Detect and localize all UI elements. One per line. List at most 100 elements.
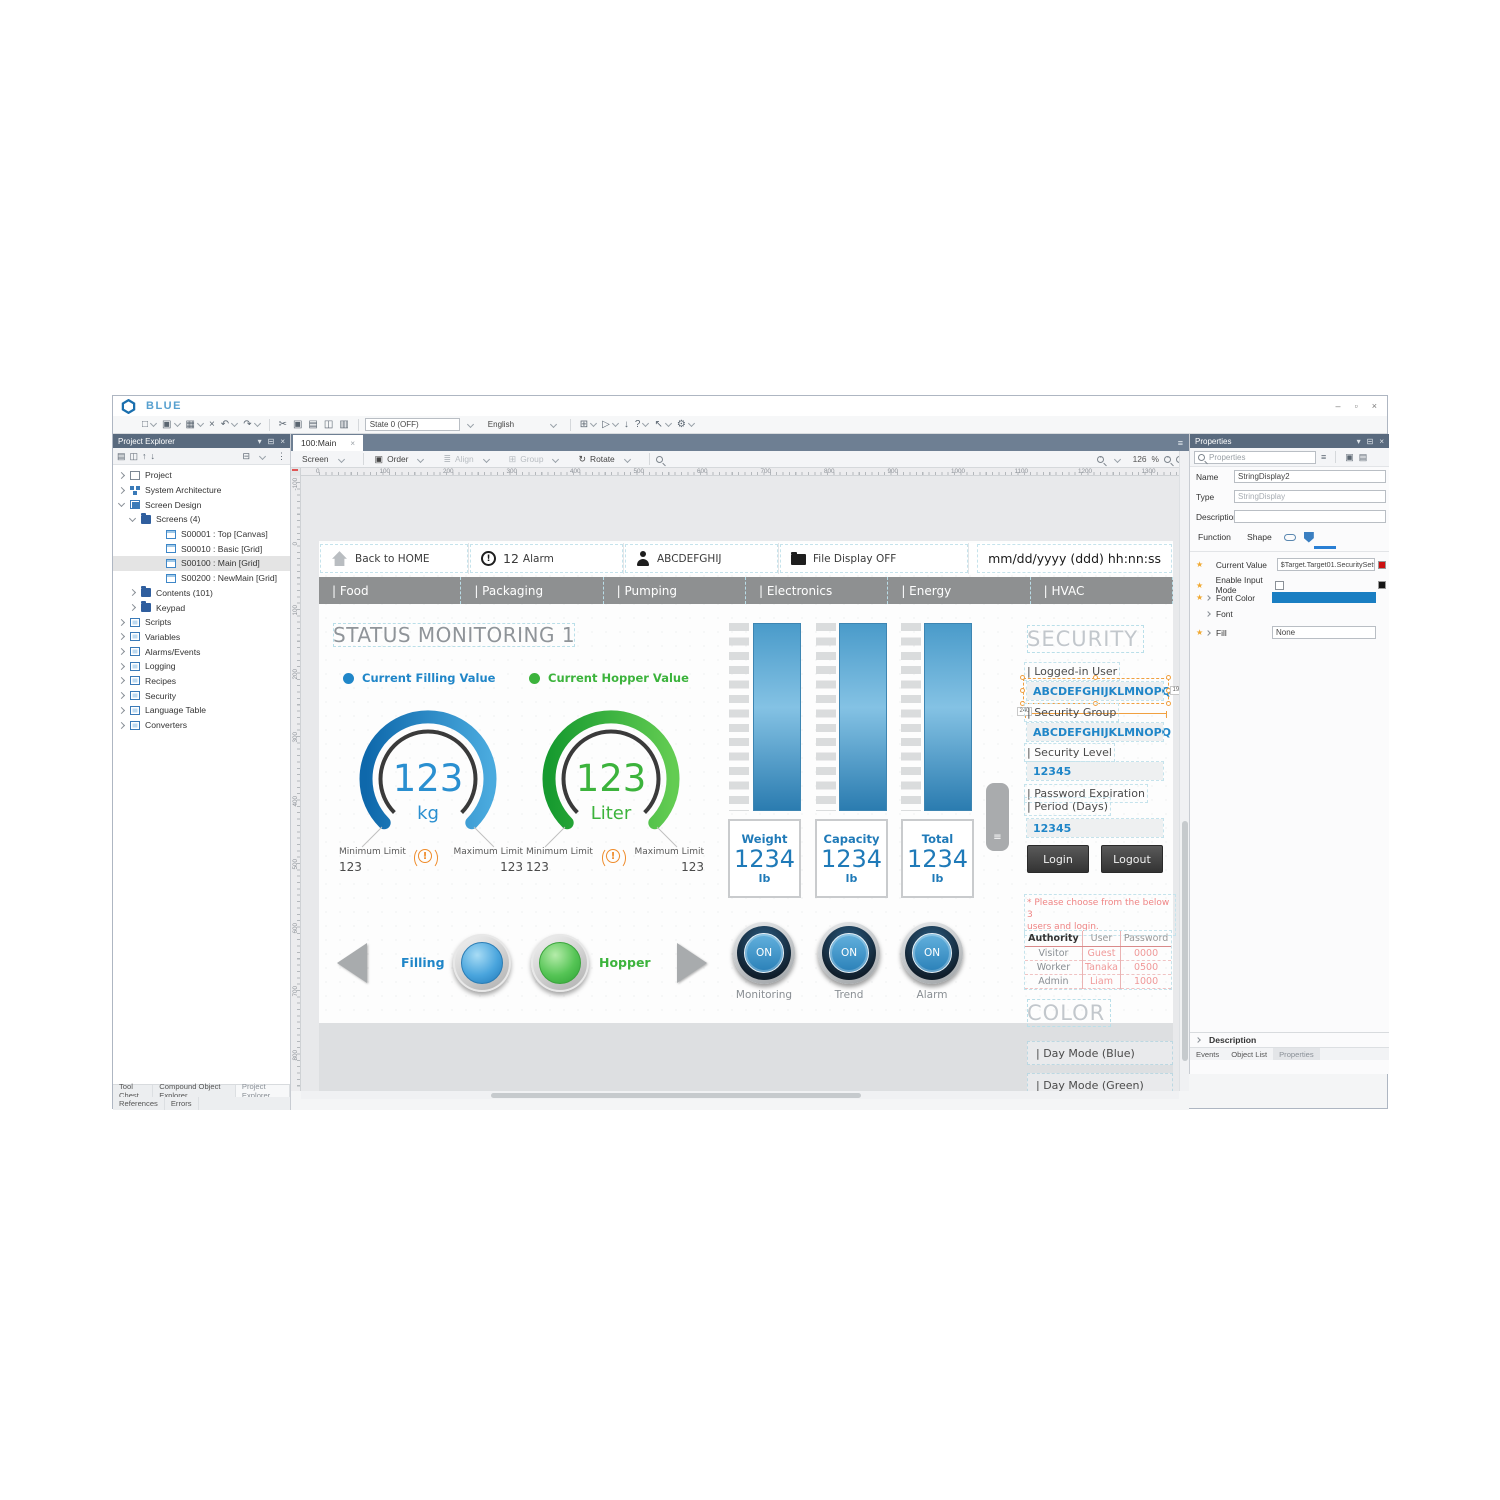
expand-icon[interactable] <box>1205 594 1211 601</box>
expand-icon[interactable] <box>1205 629 1211 636</box>
move-up-icon[interactable]: ↑ <box>142 451 147 461</box>
tree-expander-icon[interactable] <box>117 692 126 700</box>
tab-close-icon[interactable]: × <box>350 438 356 448</box>
rotate-menu-button[interactable]: ↻ Rotate <box>573 452 642 466</box>
tree-expander-icon[interactable] <box>117 677 126 685</box>
tree-expander-icon[interactable] <box>117 662 126 670</box>
toolbar-icon[interactable]: ↓ <box>623 418 629 430</box>
nav-item[interactable]: | HVAC <box>1031 577 1173 604</box>
toolbar-icon[interactable]: × <box>208 418 215 430</box>
login-button[interactable]: Login <box>1027 845 1089 873</box>
nav-item[interactable]: | Food <box>319 577 462 604</box>
toolbar-icon[interactable]: ? <box>632 417 652 433</box>
tree-expander-icon[interactable] <box>117 721 126 729</box>
value-color-swatch[interactable] <box>1378 560 1386 569</box>
filling-push-button[interactable] <box>453 934 511 992</box>
day-mode-green-object[interactable]: | Day Mode (Green) <box>1027 1073 1173 1091</box>
security-group-field[interactable]: ABCDEFGHIJKLMNOPQ <box>1026 722 1171 742</box>
toolbar-icon[interactable]: ▣ <box>159 417 182 433</box>
tree-item[interactable]: S00010 : Basic [Grid] <box>113 541 290 556</box>
tree-item[interactable]: System Architecture <box>113 483 290 498</box>
panel-tab[interactable]: Compound Object Explorer <box>153 1082 236 1100</box>
toolbar-icon[interactable]: ↶ <box>218 417 240 433</box>
tree-item[interactable]: Keypad <box>113 600 290 615</box>
tab-shape[interactable]: Shape <box>1246 532 1272 542</box>
tree-expander-icon[interactable] <box>117 618 126 626</box>
tab-list-icon[interactable]: ≡ <box>1177 437 1183 448</box>
tree-item[interactable]: Screens (4) <box>113 512 290 527</box>
toolbar-icon[interactable]: ◫ <box>323 418 334 430</box>
favorite-star-icon[interactable]: ★ <box>1196 560 1204 569</box>
nav-item[interactable]: | Energy <box>888 577 1031 604</box>
copy-properties-icon[interactable]: ▣ <box>1345 451 1354 462</box>
prev-arrow-button[interactable] <box>337 943 367 983</box>
panel-tab[interactable]: Object List <box>1231 1049 1268 1059</box>
maximize-icon[interactable]: ▫ <box>1354 401 1358 411</box>
panel-close-icon[interactable]: × <box>1379 436 1384 446</box>
tree-expander-icon[interactable] <box>128 589 137 597</box>
toolbar-icon[interactable]: ✂ <box>278 418 287 430</box>
close-icon[interactable]: × <box>1371 401 1377 411</box>
language-selector-caret[interactable] <box>549 420 557 429</box>
font-color-swatch[interactable] <box>1272 592 1376 603</box>
selection-handle[interactable] <box>1093 675 1098 680</box>
property-list-icon[interactable]: ≡ <box>1321 452 1327 462</box>
toolbar-icon[interactable]: ▥ <box>339 418 349 430</box>
panel-dropdown-icon[interactable]: ▾ <box>257 436 262 446</box>
toolbar-icon[interactable]: ▦ <box>183 417 206 433</box>
toolbar-icon[interactable]: ⚙ <box>674 417 697 433</box>
nav-item[interactable]: | Electronics <box>746 577 889 604</box>
toolbar-icon[interactable]: □ <box>139 417 159 433</box>
nav-item[interactable]: | Packaging <box>461 577 604 604</box>
tree-expander-icon[interactable] <box>117 486 126 494</box>
screen-menu-button[interactable]: Screen <box>297 452 357 466</box>
properties-search-input[interactable]: Properties <box>1194 450 1316 464</box>
selection-handle[interactable] <box>1166 675 1171 680</box>
tab-function[interactable]: Function <box>1198 532 1231 542</box>
tree-item[interactable]: Screen Design <box>113 497 290 512</box>
toolbar-icon[interactable]: ⊞ <box>577 417 599 433</box>
canvas-horizontal-scrollbar[interactable] <box>301 1091 1179 1099</box>
toolbar-icon[interactable]: ▷ <box>599 417 621 433</box>
tree-expander-icon[interactable] <box>117 633 126 641</box>
zoom-tool-icon[interactable]: - <box>1096 455 1104 463</box>
tab-100-main[interactable]: 100:Main × <box>293 435 364 451</box>
tree-item[interactable]: Language Table <box>113 703 290 718</box>
logged-in-user-field[interactable]: ABCDEFGHIJKLMNOPQ <box>1026 681 1171 701</box>
zoom-out-icon[interactable]: - <box>1164 455 1171 463</box>
state-selector[interactable]: State 0 (OFF) <box>364 418 460 431</box>
favorite-star-icon[interactable]: ★ <box>1196 580 1204 590</box>
logout-button[interactable]: Logout <box>1101 845 1163 873</box>
align-menu-button[interactable]: ≣ Align <box>438 452 501 466</box>
panel-tab[interactable]: Events <box>1196 1049 1220 1059</box>
language-selector[interactable]: English <box>487 420 515 429</box>
tree-item[interactable]: Contents (101) <box>113 586 290 601</box>
tree-expander-icon[interactable] <box>128 603 137 612</box>
group-menu-button[interactable]: ⊞ Group <box>504 452 572 466</box>
panel-tab[interactable]: Project Explorer <box>235 1082 290 1100</box>
toolbar-icon[interactable]: ▣ <box>292 418 303 430</box>
minimize-icon[interactable]: – <box>1335 401 1341 411</box>
panel-close-icon[interactable]: × <box>280 436 285 446</box>
toolbar-icon[interactable]: ▤ <box>308 418 318 430</box>
panel-pin-icon[interactable]: ⊟ <box>1366 436 1374 446</box>
tree-expander-icon[interactable] <box>117 471 126 479</box>
tree-item[interactable]: S00200 : NewMain [Grid] <box>113 571 290 586</box>
alarm-on-button[interactable]: ON <box>901 922 963 984</box>
hopper-push-button[interactable] <box>531 934 589 992</box>
trend-on-button[interactable]: ON <box>818 922 880 984</box>
day-mode-blue-object[interactable]: | Day Mode (Blue) <box>1027 1041 1173 1065</box>
tree-item[interactable]: Variables <box>113 630 290 645</box>
panel-dropdown-icon[interactable]: ▾ <box>1356 436 1361 446</box>
nav-item[interactable]: | Pumping <box>604 577 746 604</box>
move-down-icon[interactable]: ↓ <box>150 451 156 461</box>
tab-security-icon[interactable] <box>1303 531 1314 543</box>
tree-item[interactable]: Logging <box>113 659 290 674</box>
favorite-star-icon[interactable]: ★ <box>1196 593 1204 602</box>
panel-tab[interactable]: Properties <box>1273 1048 1320 1060</box>
tree-expander-icon[interactable] <box>117 500 126 508</box>
paste-properties-icon[interactable]: ▤ <box>1358 451 1368 462</box>
current-value-input[interactable]: $Target.Target01.SecuritySettings.Currer <box>1276 558 1376 571</box>
panel-tab[interactable]: References <box>113 1097 165 1110</box>
fill-input[interactable]: None <box>1272 626 1376 639</box>
